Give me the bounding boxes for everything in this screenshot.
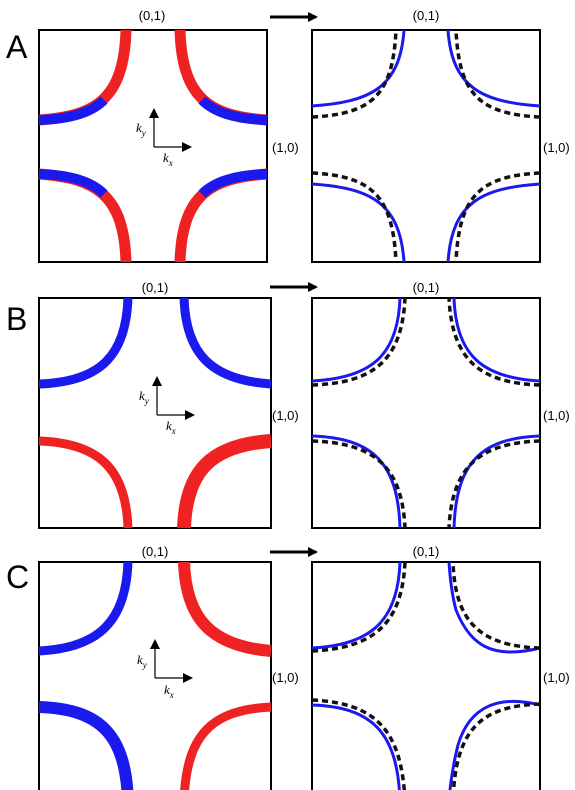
fermi-surface-blue — [448, 699, 541, 790]
fermi-arc-blue — [38, 297, 133, 389]
fermi-surface-blue — [311, 182, 406, 263]
right-panel — [311, 29, 541, 263]
left-right-label: (1,0) — [272, 670, 299, 685]
fermi-arc-red — [177, 434, 272, 529]
k-axes: ky kx — [136, 108, 192, 168]
fermi-surface-dashed — [311, 698, 406, 790]
fermi-surface-blue — [447, 561, 541, 654]
fermi-surface-blue — [311, 297, 402, 383]
fermi-arc-blue — [179, 297, 272, 389]
left-right-label: (1,0) — [272, 140, 299, 155]
fermi-surface-blue — [311, 434, 402, 529]
right-right-label: (1,0) — [543, 408, 570, 423]
panel-frame — [38, 297, 272, 529]
panel-letter-b: B — [6, 301, 27, 337]
fermi-arc-blue — [38, 701, 134, 790]
fermi-surface-blue — [446, 29, 541, 108]
ky-label: ky — [136, 120, 146, 138]
fermi-surface-dashed — [311, 561, 407, 653]
k-axes: ky kx — [139, 376, 195, 436]
fermi-surface-blue — [311, 703, 401, 790]
left-panel: ky kx — [38, 297, 272, 529]
right-panel — [311, 297, 541, 529]
fermi-arc-red — [180, 702, 272, 790]
panel-letter-c: C — [6, 559, 29, 595]
right-top-label: (0,1) — [413, 8, 440, 23]
left-panel: ky kx — [38, 29, 268, 263]
row-c: C (0,1) (0,1) (1,0) (1,0) ky kx — [6, 544, 570, 790]
fermi-surface-dashed — [454, 171, 541, 263]
left-top-label: (0,1) — [142, 544, 169, 559]
panel-letter-a: A — [6, 29, 28, 65]
fermi-arc-red — [178, 561, 272, 657]
row-a: A (0,1) (0,1) (1,0) (1,0) ky — [6, 8, 570, 263]
fermi-arc-blue — [38, 169, 108, 198]
ky-label: ky — [137, 652, 147, 670]
fermi-surface-dashed — [311, 439, 407, 529]
ky-label: ky — [139, 388, 149, 406]
kx-label: kx — [166, 418, 176, 436]
fermi-arc-blue — [198, 96, 268, 125]
left-top-label: (0,1) — [142, 280, 169, 295]
fermi-surface-blue — [311, 29, 406, 108]
left-panel: ky kx — [38, 561, 272, 790]
fermi-surface-dashed — [311, 171, 398, 263]
right-right-label: (1,0) — [543, 670, 570, 685]
fermi-arc-red — [38, 436, 133, 529]
panel-frame — [311, 561, 541, 790]
fermi-arc-blue — [198, 169, 268, 198]
fermi-surface-dashed — [451, 561, 541, 650]
fermi-surface-dashed — [447, 439, 541, 529]
fermi-arc-blue — [38, 561, 133, 656]
right-top-label: (0,1) — [413, 544, 440, 559]
k-axes: ky kx — [137, 639, 193, 700]
fermi-surface-blue — [452, 434, 541, 529]
fermi-surface-blue — [452, 297, 541, 383]
right-right-label: (1,0) — [543, 140, 570, 155]
panel-frame — [311, 297, 541, 529]
left-right-label: (1,0) — [272, 408, 299, 423]
fermi-surface-dashed — [451, 702, 541, 790]
fermi-surface-dashed — [311, 297, 407, 387]
panel-frame — [38, 29, 268, 263]
left-top-label: (0,1) — [139, 8, 166, 23]
fermi-surface-blue — [311, 561, 402, 650]
right-panel — [311, 561, 541, 790]
fermi-arc-blue — [38, 96, 108, 125]
fermi-surface-dashed — [447, 297, 541, 387]
right-top-label: (0,1) — [413, 280, 440, 295]
kx-label: kx — [164, 682, 174, 700]
fermi-surface-blue — [446, 182, 541, 263]
kx-label: kx — [163, 150, 173, 168]
row-b: B (0,1) (0,1) (1,0) (1,0) ky kx — [6, 280, 570, 529]
panel-frame — [311, 29, 541, 263]
